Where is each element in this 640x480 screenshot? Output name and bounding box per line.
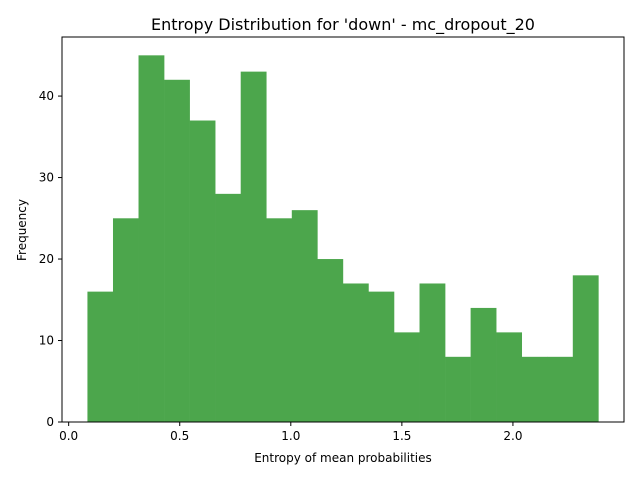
histogram-bar xyxy=(266,218,293,422)
histogram-bar xyxy=(572,275,599,422)
histogram-bar xyxy=(138,55,165,422)
x-axis-ticks: 0.0 0.5 1.0 1.5 2.0 xyxy=(59,422,522,443)
histogram-bar xyxy=(393,332,420,422)
x-axis-label: Entropy of mean probabilities xyxy=(254,451,432,465)
histogram-bar xyxy=(521,356,548,422)
histogram-bar xyxy=(87,291,114,422)
y-tick-label: 30 xyxy=(39,171,54,185)
y-axis-label: Frequency xyxy=(15,199,29,261)
plot-frame xyxy=(61,36,625,423)
y-tick-label: 10 xyxy=(39,334,54,348)
y-tick-label: 0 xyxy=(46,415,54,429)
y-tick-label: 20 xyxy=(39,252,54,266)
histogram-bar xyxy=(547,356,574,422)
y-tick-label: 40 xyxy=(39,89,54,103)
x-tick-label: 2.0 xyxy=(503,429,522,443)
histogram-bar xyxy=(342,283,369,422)
histogram-bar xyxy=(445,356,471,422)
histogram-bar xyxy=(496,332,523,422)
x-tick-label: 1.0 xyxy=(281,429,300,443)
y-axis-ticks: 0 10 20 30 40 xyxy=(39,89,62,429)
x-tick-label: 0.0 xyxy=(59,429,78,443)
histogram-bar xyxy=(112,218,139,422)
histogram-bar xyxy=(240,71,267,422)
x-tick-label: 1.5 xyxy=(392,429,411,443)
histogram-bar xyxy=(368,291,395,422)
histogram-bar xyxy=(164,79,190,423)
histogram-bar xyxy=(291,210,318,422)
bars-group xyxy=(87,55,599,423)
x-tick-label: 0.5 xyxy=(170,429,189,443)
histogram-bar xyxy=(317,259,344,422)
chart-title: Entropy Distribution for 'down' - mc_dro… xyxy=(151,15,535,35)
histogram-bar xyxy=(189,120,216,422)
histogram-bar xyxy=(419,283,446,422)
histogram-bar xyxy=(470,307,497,422)
histogram-bar xyxy=(215,193,242,422)
